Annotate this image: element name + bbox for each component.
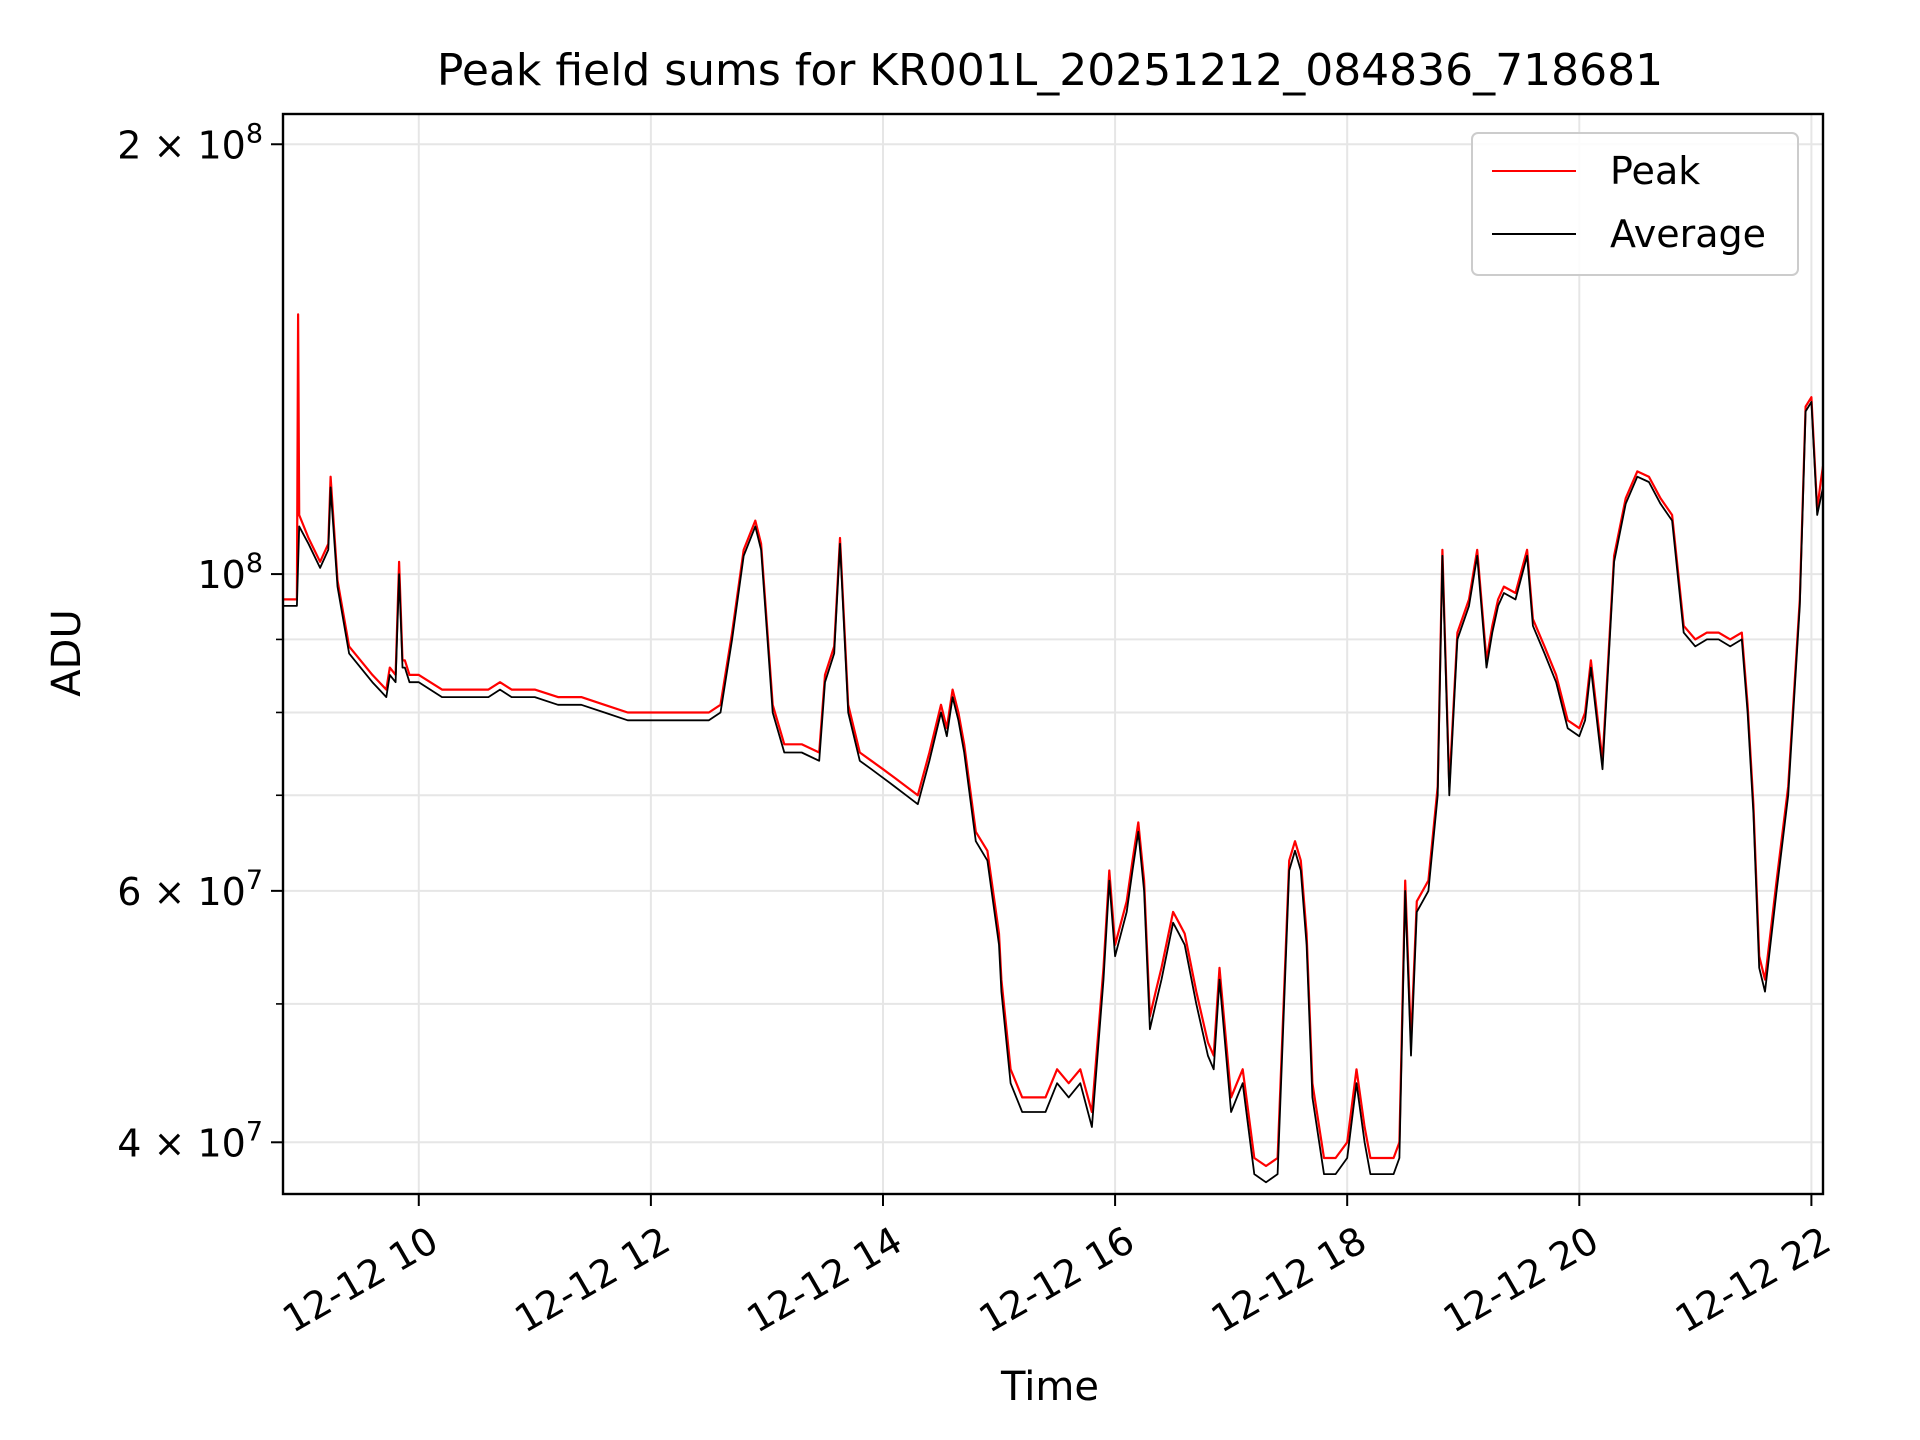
chart-title: Peak field sums for KR001L_20251212_0848…: [437, 45, 1663, 96]
legend-box: [1471, 132, 1799, 276]
series-group: [283, 313, 1823, 1184]
y-axis-ticks: 4 × 107 6 × 107 108 2 × 108: [117, 118, 283, 1165]
y-axis-label: ADU: [44, 609, 90, 696]
legend-label-peak: Peak: [1610, 149, 1700, 193]
x-axis-label: Time: [1000, 1364, 1099, 1410]
y-tick-label: 4 × 107: [117, 1116, 263, 1165]
y-tick-label: 2 × 108: [117, 118, 263, 167]
y-tick-label: 108: [197, 548, 263, 597]
legend: Peak Average: [1471, 132, 1799, 276]
legend-label-average: Average: [1610, 212, 1766, 256]
plot-frame: [281, 112, 1825, 1196]
series-line-average: [283, 401, 1823, 1184]
y-tick-label: 6 × 107: [117, 865, 263, 914]
